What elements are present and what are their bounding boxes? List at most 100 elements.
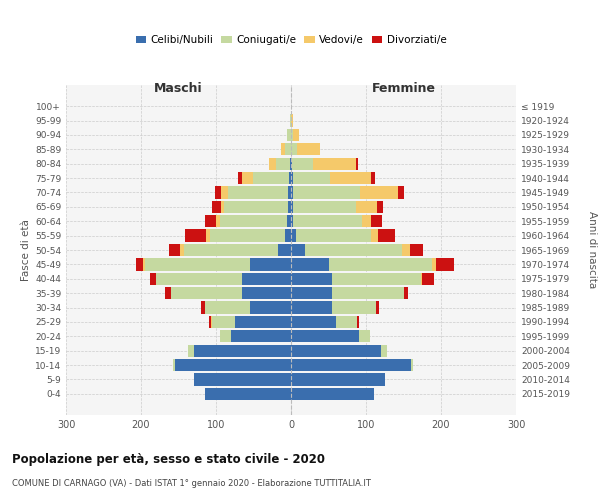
Bar	[180, 244, 184, 256]
Bar	[224, 200, 288, 213]
Bar	[292, 158, 313, 170]
Bar	[287, 129, 291, 141]
Bar	[422, 272, 434, 285]
Bar	[205, 215, 216, 228]
Bar	[173, 359, 175, 371]
Bar	[184, 244, 277, 256]
Bar	[293, 129, 299, 141]
Bar	[291, 244, 305, 256]
Bar	[205, 388, 291, 400]
Bar	[291, 230, 296, 241]
Bar	[297, 143, 320, 156]
Bar	[231, 330, 291, 342]
Bar	[228, 186, 288, 198]
Bar	[136, 258, 143, 270]
Bar	[291, 172, 293, 184]
Bar	[212, 200, 221, 213]
Bar	[409, 244, 423, 256]
Bar	[185, 230, 206, 241]
Bar	[305, 244, 402, 256]
Bar	[291, 302, 332, 314]
Bar	[289, 172, 291, 184]
Bar	[250, 258, 291, 270]
Bar	[215, 186, 221, 198]
Bar	[156, 272, 242, 285]
Bar	[296, 230, 371, 241]
Bar	[145, 258, 250, 270]
Bar	[288, 186, 291, 198]
Bar	[356, 158, 358, 170]
Text: COMUNE DI CARNAGO (VA) - Dati ISTAT 1° gennaio 2020 - Elaborazione TUTTITALIA.IT: COMUNE DI CARNAGO (VA) - Dati ISTAT 1° g…	[12, 478, 371, 488]
Bar	[209, 316, 211, 328]
Bar	[293, 215, 362, 228]
Bar	[210, 230, 285, 241]
Bar	[313, 158, 356, 170]
Y-axis label: Fasce di età: Fasce di età	[21, 219, 31, 281]
Bar	[287, 215, 291, 228]
Y-axis label: Anni di nascita: Anni di nascita	[587, 212, 597, 288]
Bar	[253, 172, 289, 184]
Bar	[220, 330, 231, 342]
Bar	[238, 172, 241, 184]
Bar	[276, 158, 290, 170]
Bar	[205, 302, 250, 314]
Bar	[377, 200, 383, 213]
Bar	[235, 316, 291, 328]
Bar	[277, 244, 291, 256]
Bar	[250, 302, 291, 314]
Bar	[291, 258, 329, 270]
Bar	[398, 186, 404, 198]
Bar	[291, 330, 359, 342]
Bar	[376, 302, 379, 314]
Bar	[291, 158, 292, 170]
Bar	[291, 143, 297, 156]
Bar	[293, 172, 330, 184]
Bar	[216, 215, 220, 228]
Bar	[187, 344, 193, 357]
Bar	[291, 374, 385, 386]
Bar	[285, 143, 291, 156]
Bar	[329, 258, 432, 270]
Bar	[291, 200, 293, 213]
Bar	[290, 158, 291, 170]
Bar	[291, 359, 411, 371]
Bar	[175, 359, 291, 371]
Bar	[293, 186, 360, 198]
Bar	[171, 287, 242, 300]
Bar	[356, 200, 377, 213]
Bar	[362, 215, 371, 228]
Bar	[193, 344, 291, 357]
Bar	[404, 287, 408, 300]
Text: Maschi: Maschi	[154, 82, 203, 96]
Bar	[411, 359, 413, 371]
Text: Popolazione per età, sesso e stato civile - 2020: Popolazione per età, sesso e stato civil…	[12, 452, 325, 466]
Bar	[211, 316, 212, 328]
Bar	[421, 272, 422, 285]
Bar	[221, 186, 228, 198]
Bar	[293, 200, 356, 213]
Bar	[381, 344, 387, 357]
Bar	[220, 215, 287, 228]
Bar	[143, 258, 145, 270]
Bar	[330, 172, 371, 184]
Bar	[291, 215, 293, 228]
Bar	[291, 186, 293, 198]
Bar	[291, 344, 381, 357]
Bar	[371, 215, 382, 228]
Bar	[291, 272, 332, 285]
Bar	[221, 200, 224, 213]
Bar	[169, 244, 180, 256]
Bar	[402, 244, 409, 256]
Bar	[201, 302, 205, 314]
Bar	[206, 230, 210, 241]
Bar	[212, 316, 235, 328]
Bar	[242, 272, 291, 285]
Bar	[332, 287, 404, 300]
Bar	[378, 230, 395, 241]
Bar	[291, 388, 373, 400]
Bar	[281, 143, 285, 156]
Bar	[165, 287, 171, 300]
Bar	[371, 230, 378, 241]
Bar	[291, 129, 293, 141]
Bar	[291, 114, 293, 126]
